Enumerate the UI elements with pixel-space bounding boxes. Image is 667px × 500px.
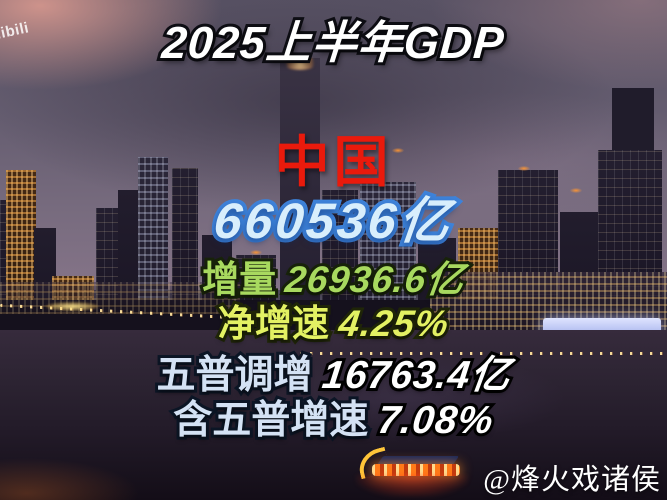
gdp-total: 660536亿: [207, 189, 459, 253]
stat-value: 7.08%: [373, 396, 500, 445]
stat-label: 增量: [199, 256, 279, 303]
stat-increment: 增量 26936.6亿: [0, 249, 667, 303]
video-title: 2025上半年GDP: [157, 14, 509, 71]
tower-crown-light: [282, 56, 318, 70]
stat-value: 4.25%: [334, 300, 455, 347]
stat-census-adjustment: 五普调增 16763.4亿: [0, 344, 667, 400]
boat-water-reflection: [356, 475, 468, 497]
river-water: [0, 330, 667, 500]
building-supertall: [280, 58, 320, 340]
lighted-boat: [355, 446, 468, 498]
roof-light: [518, 166, 530, 171]
stat-label: 含五普增速: [170, 396, 371, 445]
boat-lights: [372, 464, 460, 476]
author-watermark: @烽火戏诸侯: [483, 464, 661, 496]
country-label: 中国: [274, 131, 393, 193]
roof-light: [428, 240, 440, 245]
roof-light: [250, 250, 262, 255]
roof-light: [570, 188, 582, 193]
stat-net-growth: 净增速 4.25%: [0, 293, 667, 347]
pier-light: [46, 302, 98, 311]
stat-label: 净增速: [215, 300, 332, 347]
stat-growth-incl-census: 含五普增速 7.08%: [0, 389, 667, 445]
shoreline-lights-right: [300, 352, 667, 355]
roof-light: [392, 148, 404, 153]
stat-label: 五普调增: [153, 351, 315, 400]
